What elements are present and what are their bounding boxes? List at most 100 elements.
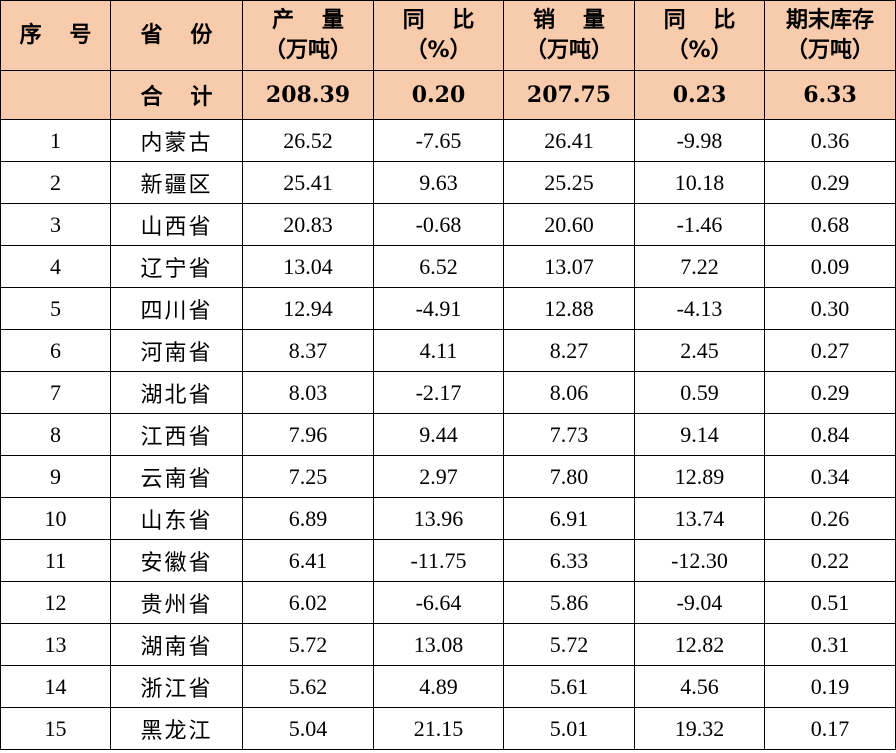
row-inventory: 0.19 (764, 665, 896, 708)
table-row: 10 山东省 6.89 13.96 6.91 13.74 0.26 (0, 497, 896, 540)
row-province: 贵州省 (110, 581, 243, 624)
row-index: 13 (0, 623, 111, 666)
table-row: 8 江西省 7.96 9.44 7.73 9.14 0.84 (0, 413, 896, 456)
row-province: 山东省 (110, 497, 243, 540)
row-production-yoy: -6.64 (373, 581, 504, 624)
row-province: 浙江省 (110, 665, 243, 708)
row-inventory: 0.30 (764, 287, 896, 330)
row-sales: 5.01 (503, 707, 635, 750)
row-inventory: 0.36 (764, 119, 896, 162)
row-inventory: 0.29 (764, 371, 896, 414)
table-row: 5 四川省 12.94 -4.91 12.88 -4.13 0.30 (0, 287, 896, 330)
row-inventory: 0.09 (764, 245, 896, 288)
table-row: 6 河南省 8.37 4.11 8.27 2.45 0.27 (0, 329, 896, 372)
header-index: 序 号 (0, 0, 111, 71)
row-index: 4 (0, 245, 111, 288)
row-index: 8 (0, 413, 111, 456)
total-label: 合 计 (110, 70, 243, 120)
row-sales: 12.88 (503, 287, 635, 330)
row-sales: 8.06 (503, 371, 635, 414)
total-sales-yoy: 0.23 (634, 70, 765, 120)
table-row: 11 安徽省 6.41 -11.75 6.33 -12.30 0.22 (0, 539, 896, 582)
row-sales-yoy: 9.14 (634, 413, 765, 456)
row-sales: 25.25 (503, 161, 635, 204)
row-index: 1 (0, 119, 111, 162)
row-production: 26.52 (242, 119, 374, 162)
row-province: 内蒙古 (110, 119, 243, 162)
row-inventory: 0.84 (764, 413, 896, 456)
row-production: 8.37 (242, 329, 374, 372)
row-production: 6.41 (242, 539, 374, 582)
header-production: 产 量（万吨） (242, 0, 374, 71)
row-production: 8.03 (242, 371, 374, 414)
total-row: 合 计 208.39 0.20 207.75 0.23 6.33 (0, 70, 896, 120)
table-row: 15 黑龙江 5.04 21.15 5.01 19.32 0.17 (0, 707, 896, 750)
row-inventory: 0.26 (764, 497, 896, 540)
row-production-yoy: 4.11 (373, 329, 504, 372)
table-row: 2 新疆区 25.41 9.63 25.25 10.18 0.29 (0, 161, 896, 204)
row-inventory: 0.51 (764, 581, 896, 624)
row-inventory: 0.34 (764, 455, 896, 498)
row-sales-yoy: 19.32 (634, 707, 765, 750)
row-index: 7 (0, 371, 111, 414)
row-province: 江西省 (110, 413, 243, 456)
row-sales-yoy: -9.98 (634, 119, 765, 162)
row-index: 15 (0, 707, 111, 750)
row-index: 5 (0, 287, 111, 330)
row-production: 5.62 (242, 665, 374, 708)
row-production: 20.83 (242, 203, 374, 246)
row-production-yoy: 9.44 (373, 413, 504, 456)
row-index: 10 (0, 497, 111, 540)
row-sales-yoy: 4.56 (634, 665, 765, 708)
header-sales: 销 量（万吨） (503, 0, 635, 71)
row-production-yoy: 13.08 (373, 623, 504, 666)
row-production-yoy: -0.68 (373, 203, 504, 246)
table-row: 4 辽宁省 13.04 6.52 13.07 7.22 0.09 (0, 245, 896, 288)
row-production-yoy: 13.96 (373, 497, 504, 540)
row-production: 5.72 (242, 623, 374, 666)
row-production: 7.96 (242, 413, 374, 456)
row-production: 13.04 (242, 245, 374, 288)
row-province: 新疆区 (110, 161, 243, 204)
row-sales: 7.73 (503, 413, 635, 456)
row-province: 四川省 (110, 287, 243, 330)
row-production-yoy: 6.52 (373, 245, 504, 288)
total-sales: 207.75 (503, 70, 635, 120)
row-index: 14 (0, 665, 111, 708)
row-inventory: 0.22 (764, 539, 896, 582)
row-sales: 6.33 (503, 539, 635, 582)
row-index: 3 (0, 203, 111, 246)
row-inventory: 0.27 (764, 329, 896, 372)
header-sales-yoy: 同 比（%） (634, 0, 765, 71)
row-production: 25.41 (242, 161, 374, 204)
row-production: 6.89 (242, 497, 374, 540)
header-inventory: 期末库存 （万吨） (764, 0, 896, 71)
row-production: 7.25 (242, 455, 374, 498)
row-production-yoy: 9.63 (373, 161, 504, 204)
row-province: 安徽省 (110, 539, 243, 582)
row-sales: 13.07 (503, 245, 635, 288)
total-index-cell (0, 70, 111, 120)
row-sales: 26.41 (503, 119, 635, 162)
header-row: 序 号 省 份 产 量（万吨） 同 比（%） 销 量（万吨） 同 比（%） 期末… (0, 0, 896, 71)
row-sales-yoy: -9.04 (634, 581, 765, 624)
row-sales-yoy: 0.59 (634, 371, 765, 414)
row-index: 9 (0, 455, 111, 498)
row-sales-yoy: 10.18 (634, 161, 765, 204)
row-inventory: 0.17 (764, 707, 896, 750)
row-production-yoy: 21.15 (373, 707, 504, 750)
row-inventory: 0.68 (764, 203, 896, 246)
row-province: 湖南省 (110, 623, 243, 666)
row-province: 辽宁省 (110, 245, 243, 288)
total-production-yoy: 0.20 (373, 70, 504, 120)
row-province: 山西省 (110, 203, 243, 246)
row-production-yoy: 4.89 (373, 665, 504, 708)
row-sales-yoy: 12.89 (634, 455, 765, 498)
row-sales: 7.80 (503, 455, 635, 498)
row-sales-yoy: -1.46 (634, 203, 765, 246)
row-sales-yoy: 7.22 (634, 245, 765, 288)
row-index: 6 (0, 329, 111, 372)
row-production: 6.02 (242, 581, 374, 624)
table-row: 13 湖南省 5.72 13.08 5.72 12.82 0.31 (0, 623, 896, 666)
